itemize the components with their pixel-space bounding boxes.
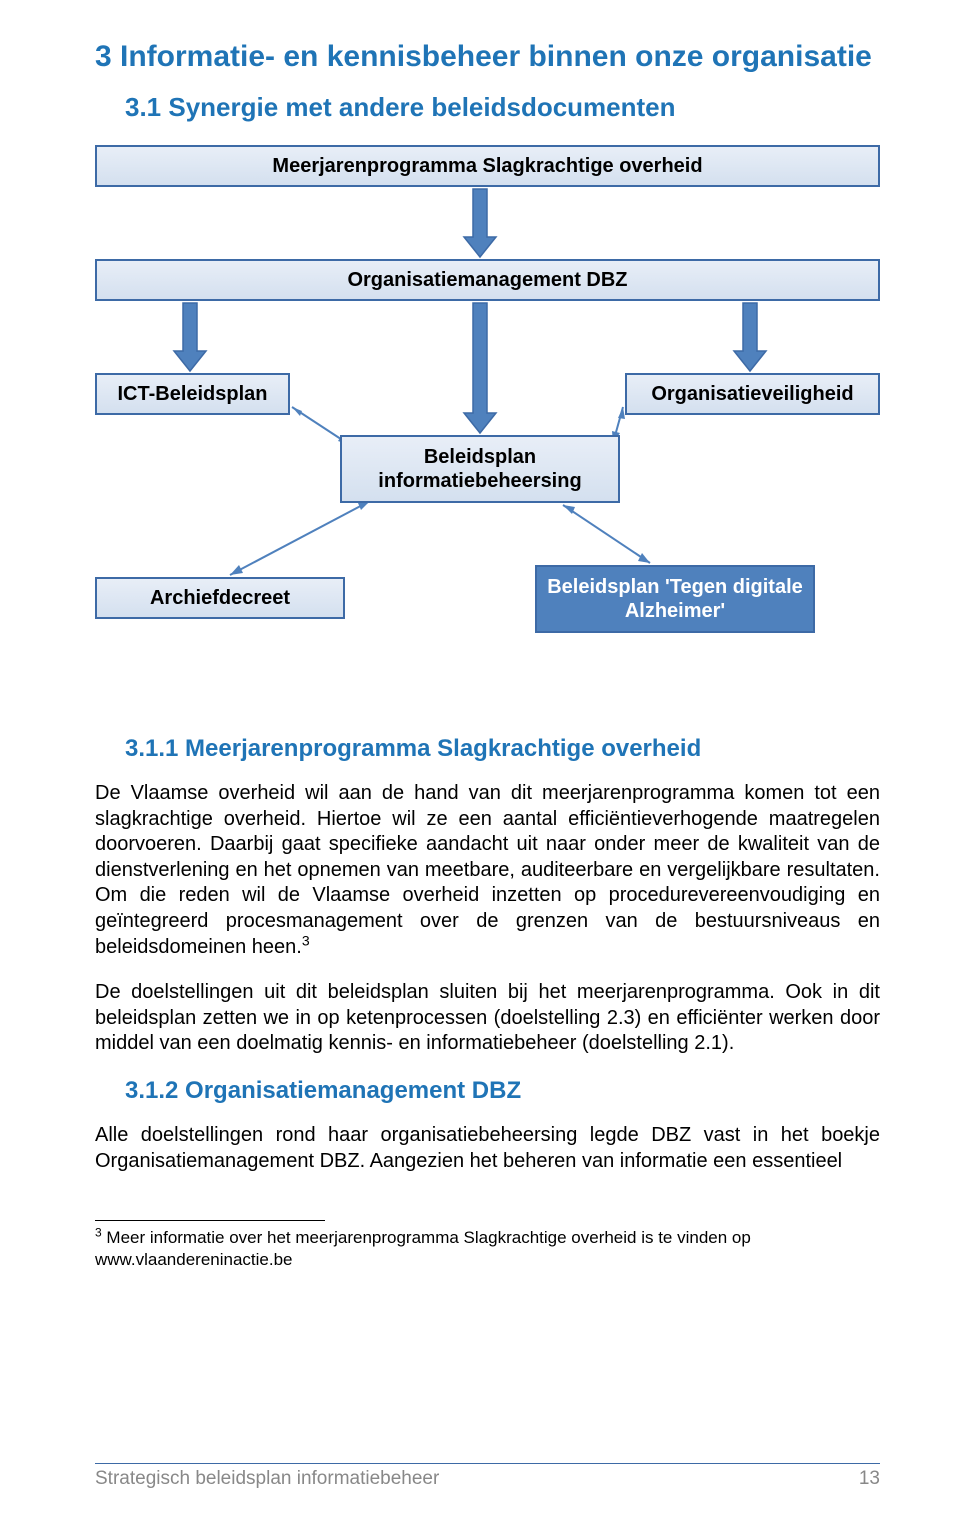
heading-3-1: 3.1.1 Meerjarenprogramma Slagkrachtige o…: [125, 735, 880, 763]
diagram-node-orgmgmt: Organisatiemanagement DBZ: [95, 259, 880, 301]
heading-2: 3.1 Synergie met andere beleidsdocumente…: [125, 92, 880, 123]
diagram-node-tegen: Beleidsplan 'Tegen digitale Alzheimer': [535, 565, 815, 633]
paragraph-1-text: De Vlaamse overheid wil aan de hand van …: [95, 782, 880, 958]
paragraph-3: Alle doelstellingen rond haar organisati…: [95, 1123, 880, 1174]
diagram-node-infbeh: Beleidsplan informatiebeheersing: [340, 435, 620, 503]
footnote-3: 3 Meer informatie over het meerjarenprog…: [95, 1227, 880, 1271]
footer-title: Strategisch beleidsplan informatiebeheer: [95, 1468, 439, 1490]
footnote-ref-3: 3: [302, 932, 310, 948]
heading-1: 3 Informatie- en kennisbeheer binnen onz…: [95, 40, 880, 74]
paragraph-2: De doelstellingen uit dit beleidsplan sl…: [95, 980, 880, 1057]
footnote-separator: [95, 1220, 325, 1221]
page-number: 13: [859, 1468, 880, 1490]
diagram-node-archief: Archiefdecreet: [95, 577, 345, 619]
diagram-node-veilig: Organisatieveiligheid: [625, 373, 880, 415]
heading-3-2: 3.1.2 Organisatiemanagement DBZ: [125, 1077, 880, 1105]
paragraph-1: De Vlaamse overheid wil aan de hand van …: [95, 781, 880, 960]
footnote-text: Meer informatie over het meerjarenprogra…: [95, 1228, 751, 1269]
diagram-node-meerjaren: Meerjarenprogramma Slagkrachtige overhei…: [95, 145, 880, 187]
footnote-number: 3: [95, 1225, 102, 1239]
page-footer: Strategisch beleidsplan informatiebeheer…: [95, 1463, 880, 1490]
diagram-container: Meerjarenprogramma Slagkrachtige overhei…: [95, 145, 880, 735]
diagram-node-ict: ICT-Beleidsplan: [95, 373, 290, 415]
